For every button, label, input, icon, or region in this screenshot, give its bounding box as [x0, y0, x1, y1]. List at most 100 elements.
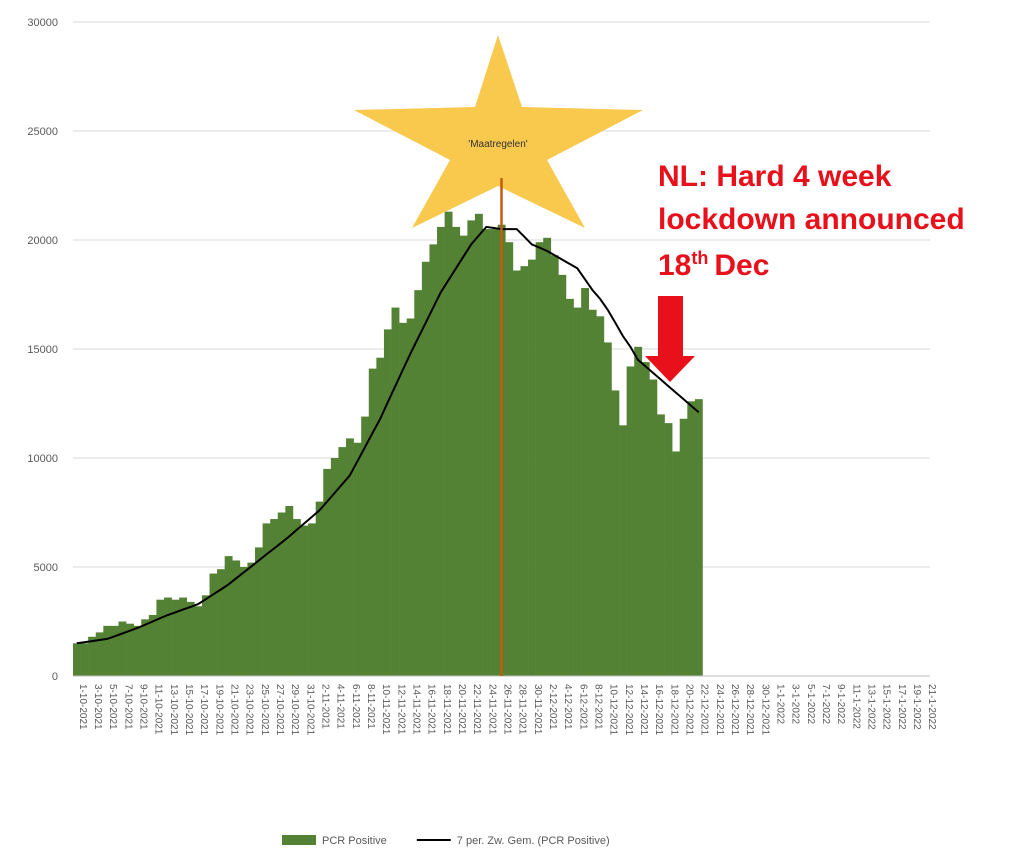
bar — [694, 399, 703, 676]
bar — [634, 346, 643, 676]
bar — [88, 636, 97, 676]
bar — [368, 368, 377, 676]
bar — [490, 229, 499, 676]
x-tick-label: 27-10-2021 — [274, 684, 285, 736]
annotation-line: NL: Hard 4 week — [658, 160, 892, 193]
x-tick-label: 12-11-2021 — [395, 684, 406, 735]
bar — [656, 414, 665, 676]
x-tick-label: 11-10-2021 — [153, 684, 164, 735]
marker-label: 'Maatregelen' — [468, 139, 528, 150]
bar — [133, 625, 142, 676]
x-tick-label: 24-11-2021 — [486, 684, 497, 735]
x-tick-label: 15-1-2022 — [881, 684, 892, 730]
x-tick-label: 11-1-2022 — [850, 684, 861, 729]
bar — [619, 425, 627, 676]
bar — [414, 290, 423, 676]
annotation-suffix: th — [691, 248, 708, 268]
x-tick-label: 28-12-2021 — [744, 684, 755, 736]
bar — [626, 366, 635, 676]
bar — [679, 418, 688, 676]
annotation-month: Dec — [714, 249, 769, 282]
x-tick-label: 13-10-2021 — [168, 684, 179, 736]
bar — [292, 519, 301, 676]
bar — [186, 601, 195, 676]
bar — [323, 468, 332, 676]
annotation-day: 18 — [658, 249, 691, 282]
x-tick-label: 6-11-2021 — [350, 684, 361, 729]
bar — [353, 442, 362, 676]
bar — [270, 519, 279, 676]
bar — [308, 523, 316, 676]
y-tick-label: 20000 — [27, 235, 58, 247]
bar — [232, 560, 241, 676]
bar — [141, 619, 150, 676]
x-tick-label: 10-11-2021 — [380, 684, 391, 735]
x-tick-label: 3-1-2022 — [790, 684, 801, 724]
bar — [376, 357, 385, 676]
bar — [224, 556, 233, 676]
x-tick-label: 8-12-2021 — [593, 684, 604, 730]
x-tick-label: 7-1-2022 — [820, 684, 831, 724]
bar — [421, 261, 430, 676]
bar — [164, 597, 172, 676]
x-tick-label: 22-11-2021 — [471, 684, 482, 735]
bar — [255, 547, 263, 676]
bar — [110, 625, 119, 676]
x-tick-label: 16-11-2021 — [426, 684, 437, 735]
x-tick-label: 13-1-2022 — [866, 684, 877, 730]
x-tick-label: 2-12-2021 — [547, 684, 558, 730]
bar — [512, 270, 521, 676]
x-tick-label: 7-10-2021 — [122, 684, 133, 730]
x-tick-label: 12-12-2021 — [623, 684, 634, 736]
x-tick-label: 4-12-2021 — [562, 684, 573, 730]
bar — [459, 235, 468, 676]
bar — [474, 213, 483, 676]
x-tick-label: 29-10-2021 — [289, 684, 300, 736]
bar — [603, 342, 612, 676]
x-tick-label: 26-11-2021 — [502, 684, 513, 735]
x-tick-label: 2-11-2021 — [319, 684, 330, 729]
legend: PCR Positive 7 per. Zw. Gem. (PCR Positiv… — [282, 835, 610, 847]
x-tick-label: 5-10-2021 — [107, 684, 118, 730]
x-tick-label: 21-1-2022 — [926, 684, 937, 730]
bar — [543, 237, 552, 676]
x-tick-label: 25-10-2021 — [259, 684, 270, 736]
bar — [315, 501, 324, 676]
bar — [528, 259, 536, 676]
bar — [664, 423, 673, 676]
y-tick-label: 5000 — [34, 562, 58, 574]
x-tick-label: 19-10-2021 — [213, 684, 224, 736]
bar — [672, 451, 681, 676]
x-tick-label: 21-10-2021 — [228, 684, 239, 736]
x-tick-label: 30-11-2021 — [532, 684, 543, 735]
annotation-line: lockdown announced — [658, 203, 965, 236]
bar — [391, 307, 400, 676]
x-tick-label: 22-12-2021 — [699, 684, 710, 736]
arrow — [645, 296, 695, 382]
annotation-date: 18th Dec — [658, 248, 769, 282]
bar — [194, 606, 203, 676]
x-tick-label: 23-10-2021 — [244, 684, 255, 736]
bar — [73, 643, 81, 676]
bar — [535, 242, 544, 676]
bar — [383, 329, 392, 676]
x-tick-label: 28-11-2021 — [517, 684, 528, 735]
bar — [179, 597, 188, 676]
legend-label: 7 per. Zw. Gem. (PCR Positive) — [457, 835, 610, 847]
bar — [330, 458, 339, 676]
bar — [581, 287, 590, 676]
x-tick-label: 3-10-2021 — [92, 684, 103, 730]
bar — [687, 401, 696, 676]
bar — [277, 512, 286, 676]
x-tick-label: 18-12-2021 — [668, 684, 679, 736]
bar — [262, 523, 271, 676]
x-tick-label: 14-12-2021 — [638, 684, 649, 736]
bar — [338, 447, 347, 676]
x-tick-label: 20-12-2021 — [684, 684, 695, 736]
bar — [217, 569, 225, 676]
x-tick-label: 8-11-2021 — [365, 684, 376, 729]
star — [354, 35, 643, 228]
bar — [118, 621, 127, 676]
x-tick-label: 17-10-2021 — [198, 684, 209, 736]
x-tick-label: 31-10-2021 — [304, 684, 315, 736]
